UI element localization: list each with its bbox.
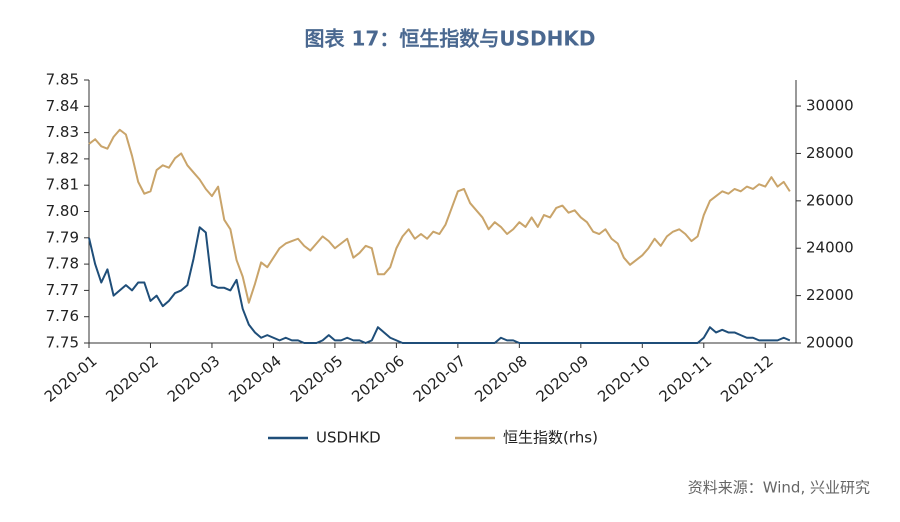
- y-tick-label: 7.83: [46, 123, 79, 141]
- y-tick-label: 7.85: [46, 71, 79, 89]
- y2-tick-label: 20000: [806, 334, 854, 352]
- x-tick-label: 2020-10: [594, 352, 654, 406]
- legend-label: USDHKD: [316, 429, 381, 447]
- y-tick-label: 7.78: [46, 255, 79, 273]
- y-tick-label: 7.81: [46, 176, 79, 194]
- y-tick-label: 7.82: [46, 149, 79, 167]
- x-tick-label: 2020-01: [41, 352, 101, 406]
- x-tick-label: 2020-12: [717, 352, 777, 406]
- y-tick-label: 7.75: [46, 334, 79, 352]
- y2-tick-label: 26000: [806, 191, 854, 209]
- y-tick-label: 7.76: [46, 307, 79, 325]
- chart-title: 图表 17：恒生指数与USDHKD: [305, 27, 596, 51]
- x-tick-label: 2020-03: [164, 352, 224, 406]
- x-tick-label: 2020-02: [102, 352, 162, 406]
- y-tick-label: 7.80: [46, 202, 79, 220]
- x-tick-label: 2020-08: [471, 352, 531, 406]
- x-tick-label: 2020-05: [287, 352, 347, 406]
- y-tick-label: 7.79: [46, 228, 79, 246]
- x-tick-label: 2020-09: [533, 352, 593, 406]
- y-tick-label: 7.77: [46, 281, 79, 299]
- y2-tick-label: 22000: [806, 286, 854, 304]
- x-tick-label: 2020-07: [410, 352, 470, 406]
- series-line: [88, 128, 791, 304]
- source-note: 资料来源：Wind, 兴业研究: [688, 479, 870, 497]
- legend-label: 恒生指数(rhs): [503, 429, 598, 447]
- y2-tick-label: 24000: [806, 239, 854, 257]
- x-tick-label: 2020-11: [656, 352, 716, 406]
- series-line: [88, 226, 791, 344]
- x-tick-label: 2020-04: [225, 352, 285, 406]
- y2-tick-label: 28000: [806, 144, 854, 162]
- y2-tick-label: 30000: [806, 97, 854, 115]
- y-tick-label: 7.84: [46, 97, 79, 115]
- x-tick-label: 2020-06: [348, 352, 408, 406]
